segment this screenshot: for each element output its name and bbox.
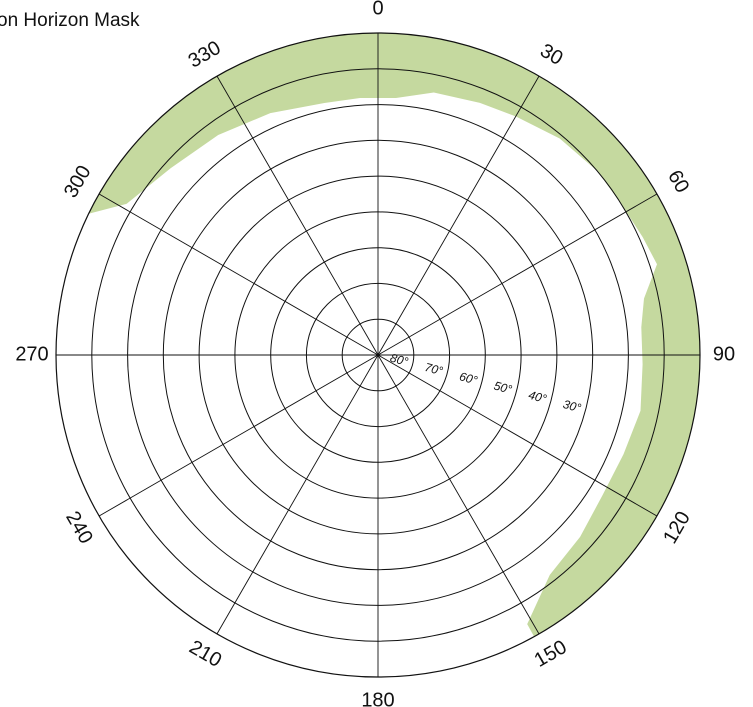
chart-title: on Horizon Mask <box>0 10 140 31</box>
azimuth-label-90: 90 <box>713 343 735 365</box>
elevation-label-40: 40° <box>527 388 548 406</box>
azimuth-label-300: 300 <box>60 162 96 202</box>
elevation-label-80: 80° <box>389 351 410 369</box>
elevation-label-30: 30° <box>561 397 582 415</box>
azimuth-label-240: 240 <box>61 508 97 548</box>
azimuth-label-270: 270 <box>15 343 48 365</box>
azimuth-label-330: 330 <box>185 37 225 73</box>
azimuth-label-120: 120 <box>659 508 695 548</box>
azimuth-label-60: 60 <box>663 167 693 197</box>
azimuth-label-180: 180 <box>361 689 394 707</box>
azimuth-spoke-240 <box>98 354 379 517</box>
elevation-label-50: 50° <box>492 378 513 396</box>
azimuth-spoke-150 <box>377 354 540 635</box>
azimuth-spoke-210 <box>216 354 379 635</box>
azimuth-spoke-330 <box>216 75 379 356</box>
azimuth-spoke-60 <box>377 193 658 356</box>
azimuth-label-210: 210 <box>185 636 225 672</box>
azimuth-spoke-30 <box>377 75 540 356</box>
azimuth-label-30: 30 <box>536 40 566 70</box>
elevation-label-70: 70° <box>423 360 444 378</box>
azimuth-label-150: 150 <box>531 636 571 672</box>
azimuth-spoke-120 <box>377 354 658 517</box>
elevation-label-60: 60° <box>458 369 479 387</box>
azimuth-label-0: 0 <box>372 0 383 19</box>
azimuth-spoke-300 <box>98 193 379 356</box>
horizon-mask-area <box>88 33 701 637</box>
